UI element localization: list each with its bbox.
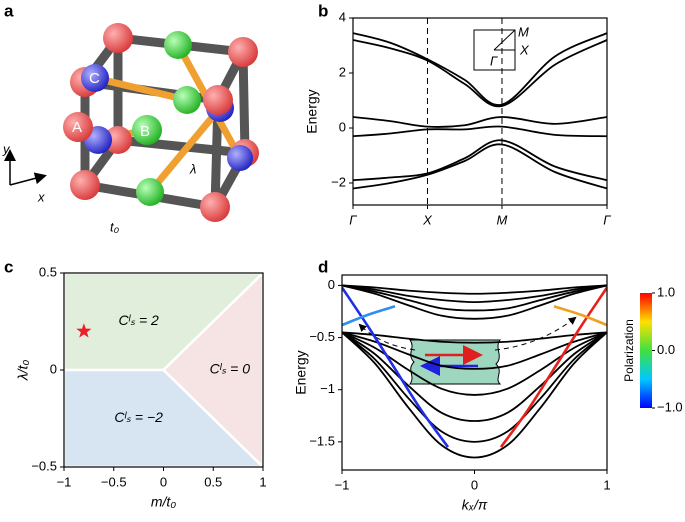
band-line (342, 286, 450, 448)
hopping-label: t₀ (110, 219, 120, 234)
band-line (342, 284, 607, 295)
brillouin-inset: M X Γ (473, 24, 530, 71)
x-tick-label: 1 (603, 477, 610, 492)
x-tick-label: −0.5 (101, 474, 127, 489)
atom-label: B (140, 123, 150, 140)
x-axis-label: m/t₀ (151, 494, 176, 510)
x-tick-label: Γ (603, 212, 611, 227)
x-tick-label: 0 (160, 474, 167, 489)
x-tick-label: 1 (259, 474, 266, 489)
band-line (353, 125, 607, 138)
inset-label: X (519, 42, 530, 57)
colorbar-tick-label: 1.0 (657, 284, 675, 299)
band-line (342, 305, 396, 327)
region-label: Cˡₛ = −2 (114, 409, 163, 425)
band-line (353, 116, 607, 128)
y-tick-label: −2 (331, 174, 346, 189)
star-marker (76, 323, 92, 338)
region-label: Cˡₛ = 0 (210, 361, 251, 377)
edge-schematic (358, 316, 577, 385)
panel-label: a (4, 1, 14, 20)
band-line (342, 331, 607, 443)
x-axis-label: kₓ/π (462, 497, 488, 513)
panel-label: b (318, 1, 328, 20)
axis-label: y (2, 141, 11, 156)
x-tick-label: 0 (471, 477, 478, 492)
y-tick-label: 0 (328, 277, 335, 292)
x-tick-label: Γ (349, 212, 357, 227)
y-axis-label: λ/t₀ (15, 360, 31, 382)
lattice-diagram: A B C t₀ λ y x (2, 23, 259, 234)
x-tick-label: 0.5 (204, 474, 222, 489)
band-line (342, 331, 607, 370)
inset-label: Γ (490, 53, 498, 68)
atom-label: C (89, 70, 100, 87)
x-tick-label: −1 (57, 474, 72, 489)
band-line (353, 39, 607, 108)
panel-label: d (318, 257, 328, 276)
chart: −1 0 1 −1.5 −1 −0.5 0 kₓ/π Energy 1.0 0.0 −1.0 Polar… (293, 274, 683, 513)
axis-label: x (37, 189, 45, 204)
band-line (342, 331, 607, 459)
band-line (553, 305, 607, 327)
band-line (342, 284, 607, 312)
band-line (353, 143, 607, 190)
phase-region (64, 368, 263, 467)
band-line (342, 331, 607, 422)
plot-area (342, 284, 607, 459)
x-tick-label: M (497, 212, 508, 227)
y-tick-label: 2 (339, 64, 346, 79)
colorbar-tick-label: 0.0 (657, 342, 675, 357)
band-line (342, 284, 607, 320)
band-line (342, 284, 607, 304)
y-tick-label: −1.5 (309, 433, 335, 448)
y-tick-label: 0 (339, 119, 346, 134)
plot-area (353, 18, 607, 205)
y-axis-label: Energy (293, 350, 309, 394)
colorbar-tick-label: −1.0 (657, 399, 683, 414)
y-tick-label: 4 (339, 9, 346, 24)
y-tick-label: −1 (320, 381, 335, 396)
region-label: Cˡₛ = 2 (118, 312, 159, 328)
y-tick-label: −0.5 (309, 329, 335, 344)
y-tick-label: 0.5 (39, 264, 57, 279)
colorbar (640, 293, 652, 408)
y-tick-label: 0 (50, 361, 57, 376)
band-line (342, 331, 607, 344)
panel-label: c (4, 257, 13, 276)
band-line (353, 139, 607, 182)
band-line (353, 32, 607, 106)
x-tick-label: X (422, 212, 433, 227)
x-tick-label: −1 (335, 477, 350, 492)
colorbar-label: Polarization (622, 319, 636, 382)
atom-label: A (72, 119, 82, 136)
y-axis-label: Energy (304, 89, 320, 133)
y-tick-label: −0.5 (31, 458, 57, 473)
plot-area (64, 273, 263, 467)
plot-frame (352, 17, 608, 206)
inset-label: M (518, 24, 529, 39)
hopping-label: λ (189, 161, 196, 176)
band-line (499, 286, 607, 448)
